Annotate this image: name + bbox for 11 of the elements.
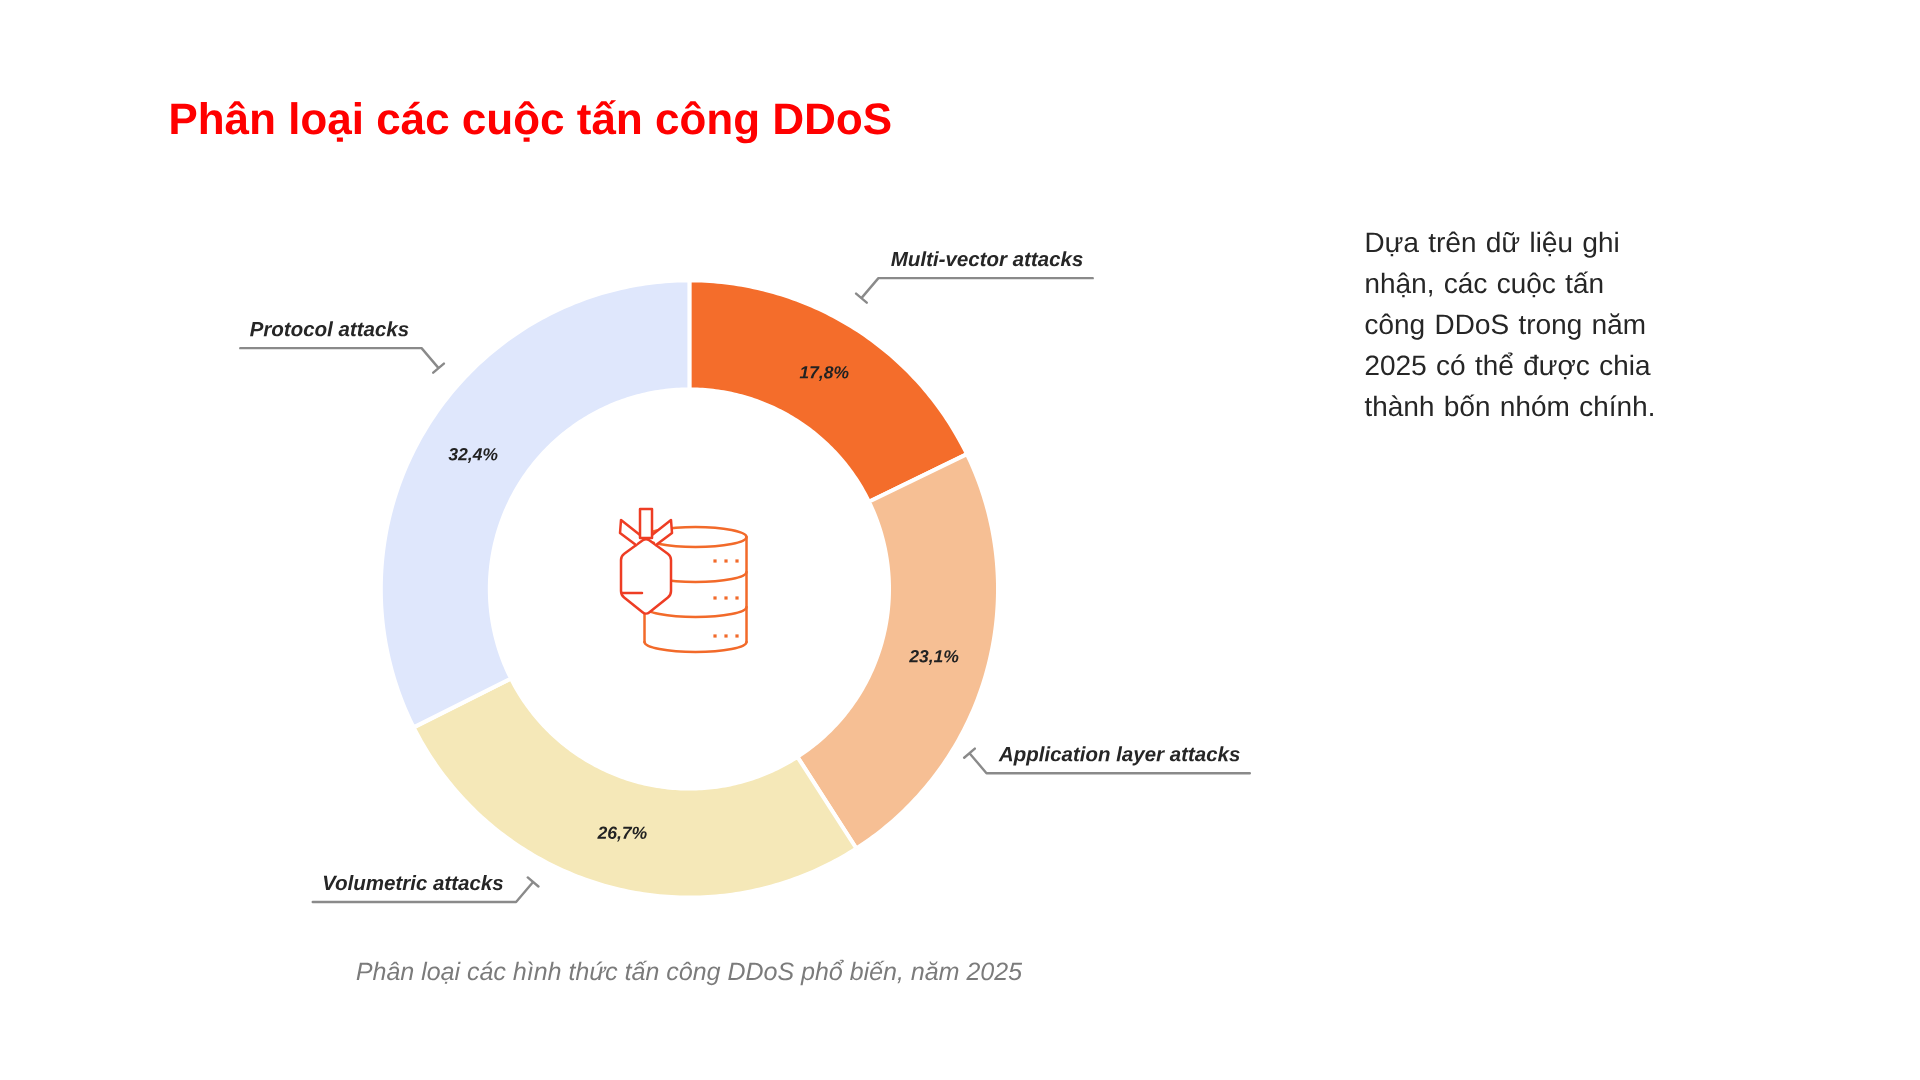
- slice-label: Multi-vector attacks: [891, 251, 1083, 267]
- chart-title: Phân loại các cuộc tấn công DDoS: [171, 100, 891, 144]
- text: Dựa trên dữ liệu ghi nhận, các cuộc tấn công DDoS trong năm 2025 có thể được chia thành bốn nhóm chính.: [1364, 231, 1653, 417]
- data-label: 17,8%: [799, 366, 849, 382]
- slice-label: Application layer attacks: [998, 746, 1240, 766]
- data-label: 23,1%: [908, 650, 959, 666]
- data-label: 26,7%: [597, 826, 647, 842]
- slice-label: Volumetric attacks: [323, 875, 503, 891]
- data-label: 32,4%: [448, 448, 498, 464]
- slice-label: Protocol attacks: [250, 321, 409, 337]
- text: Phân loại các hình thức tấn công DDoS phổ biến, năm 2025: [356, 959, 1023, 986]
